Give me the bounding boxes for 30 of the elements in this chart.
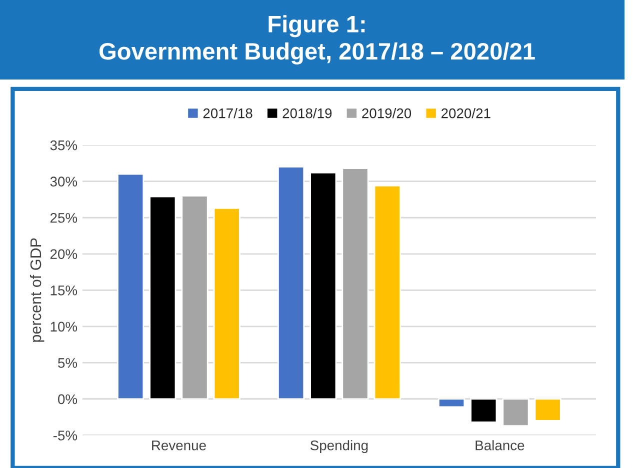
y-axis-title: percent of GDP — [30, 238, 44, 342]
legend-label: 2020/21 — [441, 108, 490, 118]
y-tick-label: -5% — [53, 430, 78, 440]
y-tick-label: 30% — [50, 176, 78, 187]
x-tick-label: Balance — [476, 440, 524, 450]
y-tick-label: 0% — [58, 394, 78, 404]
bar — [181, 195, 208, 400]
y-tick-label: 20% — [50, 249, 78, 260]
y-tick-label: 35% — [50, 140, 78, 150]
chart-title: Figure 1: Government Budget, 2017/18 – 2020/21 — [99, 15, 535, 64]
bar — [470, 398, 498, 423]
y-tick-label: 25% — [50, 212, 78, 223]
bar — [117, 173, 144, 400]
bar — [342, 168, 369, 400]
y-tick-label: 10% — [50, 322, 78, 332]
y-tick-label: 15% — [50, 286, 78, 296]
bar — [310, 172, 337, 400]
bar — [534, 398, 562, 422]
bar — [438, 398, 466, 408]
x-tick-label: Revenue — [152, 440, 206, 450]
y-tick-label: 5% — [58, 358, 78, 368]
legend-label: 2018/19 — [282, 108, 332, 118]
legend-label: 2019/20 — [362, 108, 412, 118]
bar — [149, 196, 176, 400]
x-tick-label: Spending — [310, 440, 368, 454]
legend-label: 2017/18 — [203, 108, 252, 118]
bar — [278, 166, 305, 400]
bar — [213, 207, 240, 400]
bar — [374, 185, 401, 400]
bar — [502, 398, 530, 427]
